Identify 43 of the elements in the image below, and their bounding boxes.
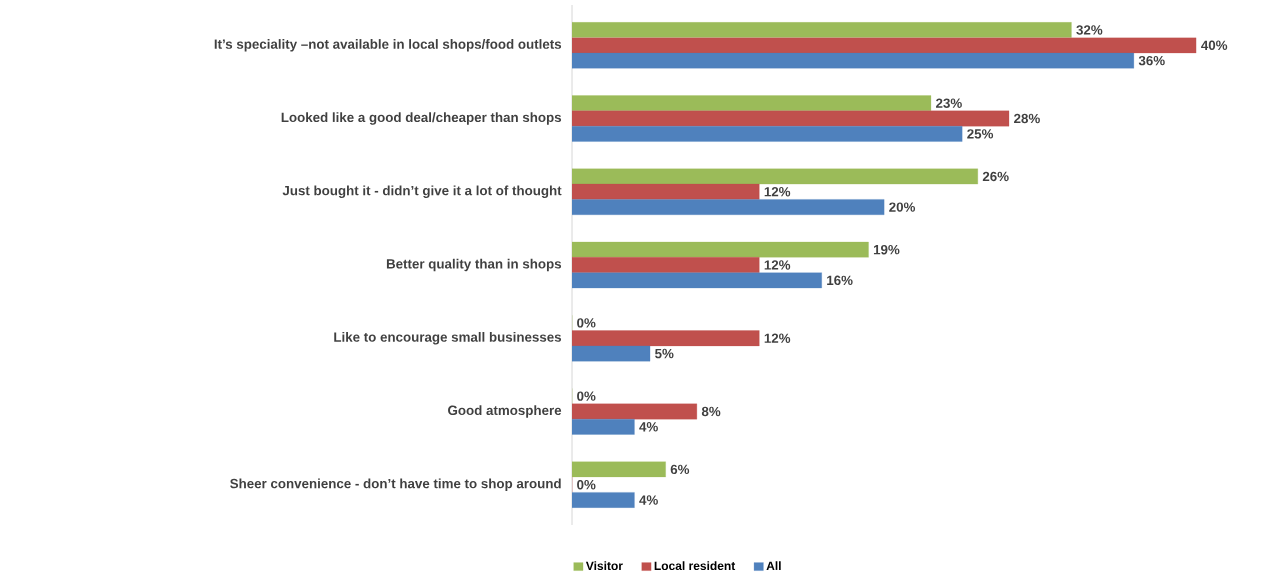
data-label: 25% xyxy=(967,129,994,139)
y-tick-label: Better quality than in shops xyxy=(386,258,562,272)
bar xyxy=(572,345,651,362)
data-label: 4% xyxy=(639,495,658,505)
bar xyxy=(572,461,666,478)
data-label: 0% xyxy=(577,318,596,328)
bar xyxy=(572,126,963,142)
data-label: 12% xyxy=(764,187,791,197)
data-label: 8% xyxy=(701,406,721,417)
bar xyxy=(572,492,635,508)
y-tick-label: It’s speciality –not available in local shops/food outlets xyxy=(214,39,562,52)
data-label: 40% xyxy=(1201,40,1228,51)
y-tick-label: Good atmosphere xyxy=(448,405,562,418)
data-label: 0% xyxy=(577,480,596,490)
data-label: 0% xyxy=(577,391,596,401)
data-label: 32% xyxy=(1076,25,1103,35)
data-label: 28% xyxy=(1014,113,1040,124)
legend-label: All xyxy=(766,561,781,570)
data-label: 19% xyxy=(873,244,900,255)
data-label: 16% xyxy=(827,275,853,286)
data-label: 5% xyxy=(655,348,674,359)
bar xyxy=(572,241,869,258)
bar xyxy=(572,52,1135,69)
data-label: 23% xyxy=(936,98,962,108)
bar xyxy=(572,419,635,435)
y-tick-label: Sheer convenience - don’t have time to shop around xyxy=(230,478,561,491)
data-label: 26% xyxy=(982,171,1009,182)
data-label: 6% xyxy=(670,464,690,475)
data-label: 12% xyxy=(764,260,791,270)
y-tick-label: Like to encourage small businesses xyxy=(334,332,562,345)
bar xyxy=(572,199,885,215)
y-tick-label: Looked like a good deal/cheaper than shops xyxy=(281,112,562,125)
legend-label: Visitor xyxy=(585,561,623,571)
y-tick-label: Just bought it - didn’t give it a lot of thought xyxy=(282,185,562,198)
bar xyxy=(572,22,1072,38)
legend-label: Local resident xyxy=(654,561,736,571)
data-label: 20% xyxy=(889,202,916,212)
data-label: 12% xyxy=(764,333,791,343)
data-label: 36% xyxy=(1138,55,1165,66)
bar xyxy=(572,272,822,289)
data-label: 4% xyxy=(639,422,658,432)
bar xyxy=(572,95,932,111)
bar xyxy=(572,168,978,185)
